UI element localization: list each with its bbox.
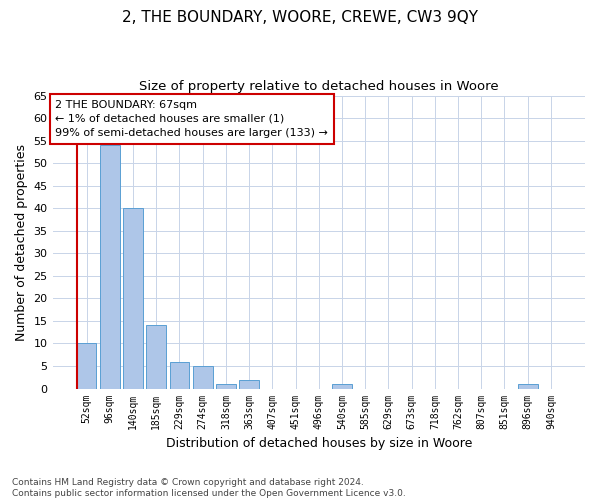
Text: 2, THE BOUNDARY, WOORE, CREWE, CW3 9QY: 2, THE BOUNDARY, WOORE, CREWE, CW3 9QY xyxy=(122,10,478,25)
X-axis label: Distribution of detached houses by size in Woore: Distribution of detached houses by size … xyxy=(166,437,472,450)
Bar xyxy=(518,384,538,388)
Title: Size of property relative to detached houses in Woore: Size of property relative to detached ho… xyxy=(139,80,499,93)
Bar xyxy=(332,384,352,388)
Bar xyxy=(239,380,259,388)
Text: 2 THE BOUNDARY: 67sqm
← 1% of detached houses are smaller (1)
99% of semi-detach: 2 THE BOUNDARY: 67sqm ← 1% of detached h… xyxy=(55,100,328,138)
Bar xyxy=(170,362,190,388)
Bar xyxy=(193,366,212,388)
Bar xyxy=(123,208,143,388)
Bar xyxy=(146,326,166,388)
Y-axis label: Number of detached properties: Number of detached properties xyxy=(15,144,28,340)
Bar xyxy=(216,384,236,388)
Bar xyxy=(100,145,119,388)
Bar xyxy=(77,344,97,388)
Text: Contains HM Land Registry data © Crown copyright and database right 2024.
Contai: Contains HM Land Registry data © Crown c… xyxy=(12,478,406,498)
